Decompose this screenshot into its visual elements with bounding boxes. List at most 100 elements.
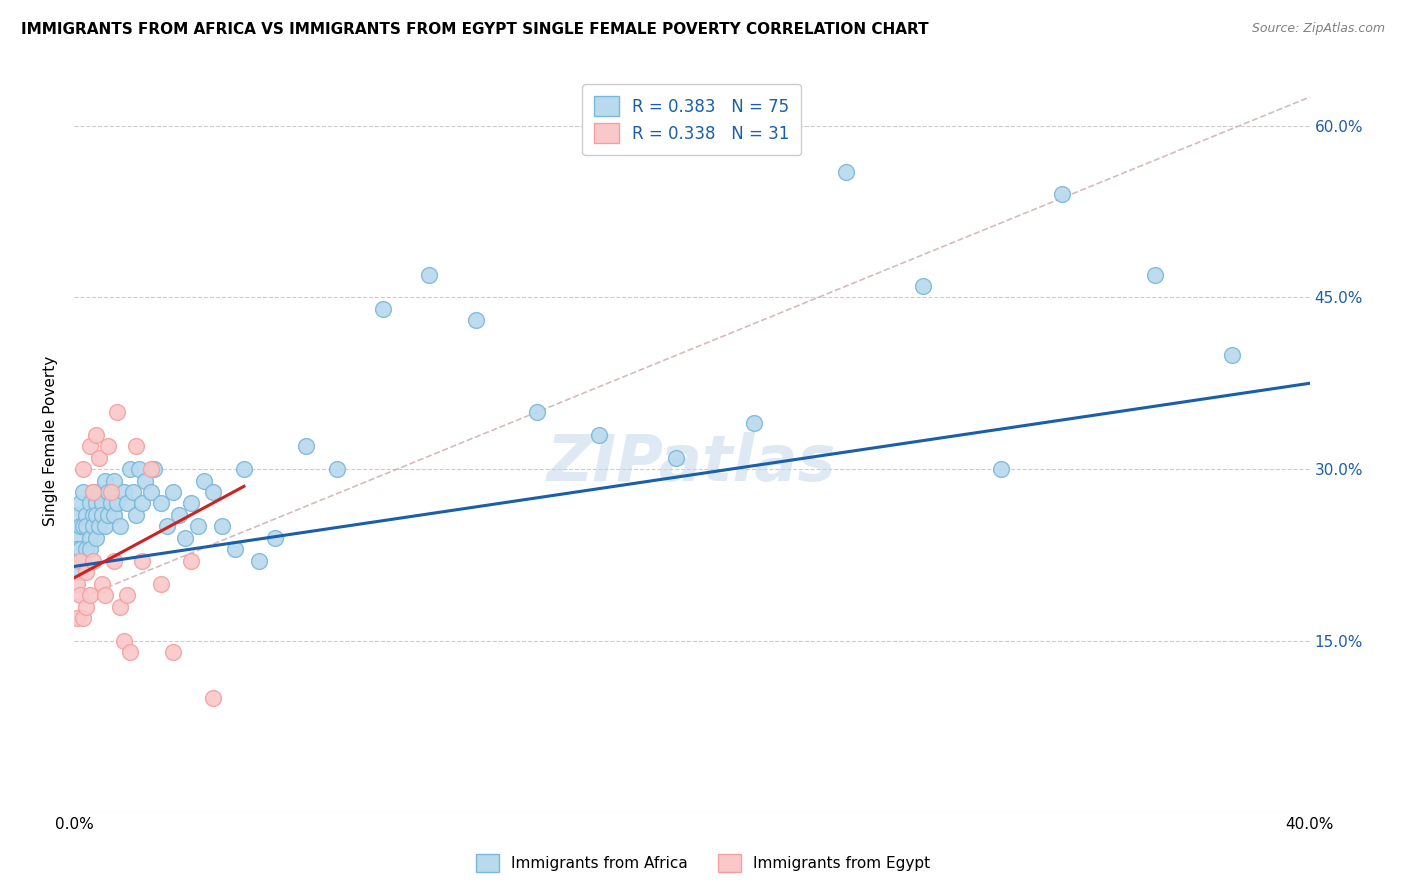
Point <box>103 554 125 568</box>
Point <box>418 268 440 282</box>
Point <box>112 485 135 500</box>
Point <box>263 531 285 545</box>
Point <box>131 554 153 568</box>
Point <box>125 508 148 522</box>
Point <box>72 611 94 625</box>
Point <box>835 164 858 178</box>
Point <box>115 496 138 510</box>
Point <box>69 565 91 579</box>
Y-axis label: Single Female Poverty: Single Female Poverty <box>44 355 58 525</box>
Point <box>66 508 89 522</box>
Point <box>103 474 125 488</box>
Legend: R = 0.383   N = 75, R = 0.338   N = 31: R = 0.383 N = 75, R = 0.338 N = 31 <box>582 84 801 155</box>
Point <box>233 462 256 476</box>
Point <box>912 279 935 293</box>
Point <box>72 554 94 568</box>
Point <box>742 417 765 431</box>
Point <box>1052 187 1074 202</box>
Point <box>100 485 122 500</box>
Point <box>66 554 89 568</box>
Point <box>156 519 179 533</box>
Point <box>118 462 141 476</box>
Point <box>1220 348 1243 362</box>
Point <box>110 519 132 533</box>
Point <box>84 508 107 522</box>
Point <box>103 508 125 522</box>
Point <box>110 599 132 614</box>
Point <box>211 519 233 533</box>
Point <box>118 645 141 659</box>
Point <box>149 496 172 510</box>
Point <box>134 474 156 488</box>
Point <box>97 508 120 522</box>
Point <box>84 531 107 545</box>
Point <box>82 485 104 500</box>
Point <box>87 450 110 465</box>
Point <box>202 485 225 500</box>
Point <box>69 519 91 533</box>
Point <box>371 301 394 316</box>
Point <box>325 462 347 476</box>
Point <box>294 439 316 453</box>
Point <box>66 542 89 557</box>
Point <box>66 531 89 545</box>
Point <box>665 450 688 465</box>
Point <box>128 462 150 476</box>
Point <box>82 519 104 533</box>
Point <box>84 496 107 510</box>
Point <box>79 542 101 557</box>
Point <box>187 519 209 533</box>
Text: Source: ZipAtlas.com: Source: ZipAtlas.com <box>1251 22 1385 36</box>
Point <box>180 496 202 510</box>
Point <box>90 576 112 591</box>
Point <box>125 439 148 453</box>
Point <box>143 462 166 476</box>
Point <box>75 519 97 533</box>
Point <box>162 645 184 659</box>
Point <box>82 508 104 522</box>
Point <box>94 519 117 533</box>
Point <box>79 588 101 602</box>
Text: ZIPatlas: ZIPatlas <box>547 432 837 494</box>
Point <box>149 576 172 591</box>
Point <box>94 588 117 602</box>
Point <box>97 485 120 500</box>
Point <box>247 554 270 568</box>
Point <box>202 691 225 706</box>
Point <box>131 496 153 510</box>
Point <box>66 611 89 625</box>
Point <box>1144 268 1167 282</box>
Point <box>162 485 184 500</box>
Point <box>69 554 91 568</box>
Point <box>75 565 97 579</box>
Point <box>167 508 190 522</box>
Point <box>90 496 112 510</box>
Text: IMMIGRANTS FROM AFRICA VS IMMIGRANTS FROM EGYPT SINGLE FEMALE POVERTY CORRELATIO: IMMIGRANTS FROM AFRICA VS IMMIGRANTS FRO… <box>21 22 929 37</box>
Point <box>990 462 1012 476</box>
Point <box>141 485 163 500</box>
Point <box>174 531 197 545</box>
Point <box>588 427 610 442</box>
Point <box>193 474 215 488</box>
Point <box>82 485 104 500</box>
Point <box>105 496 128 510</box>
Point <box>72 519 94 533</box>
Point <box>69 588 91 602</box>
Legend: Immigrants from Africa, Immigrants from Egypt: Immigrants from Africa, Immigrants from … <box>468 846 938 880</box>
Point <box>66 576 89 591</box>
Point <box>97 439 120 453</box>
Point <box>141 462 163 476</box>
Point <box>464 313 486 327</box>
Point <box>72 462 94 476</box>
Point <box>75 508 97 522</box>
Point <box>115 588 138 602</box>
Point <box>79 439 101 453</box>
Point <box>112 633 135 648</box>
Point <box>75 542 97 557</box>
Point <box>72 485 94 500</box>
Point <box>224 542 246 557</box>
Point <box>94 474 117 488</box>
Point <box>79 531 101 545</box>
Point <box>90 508 112 522</box>
Point <box>79 496 101 510</box>
